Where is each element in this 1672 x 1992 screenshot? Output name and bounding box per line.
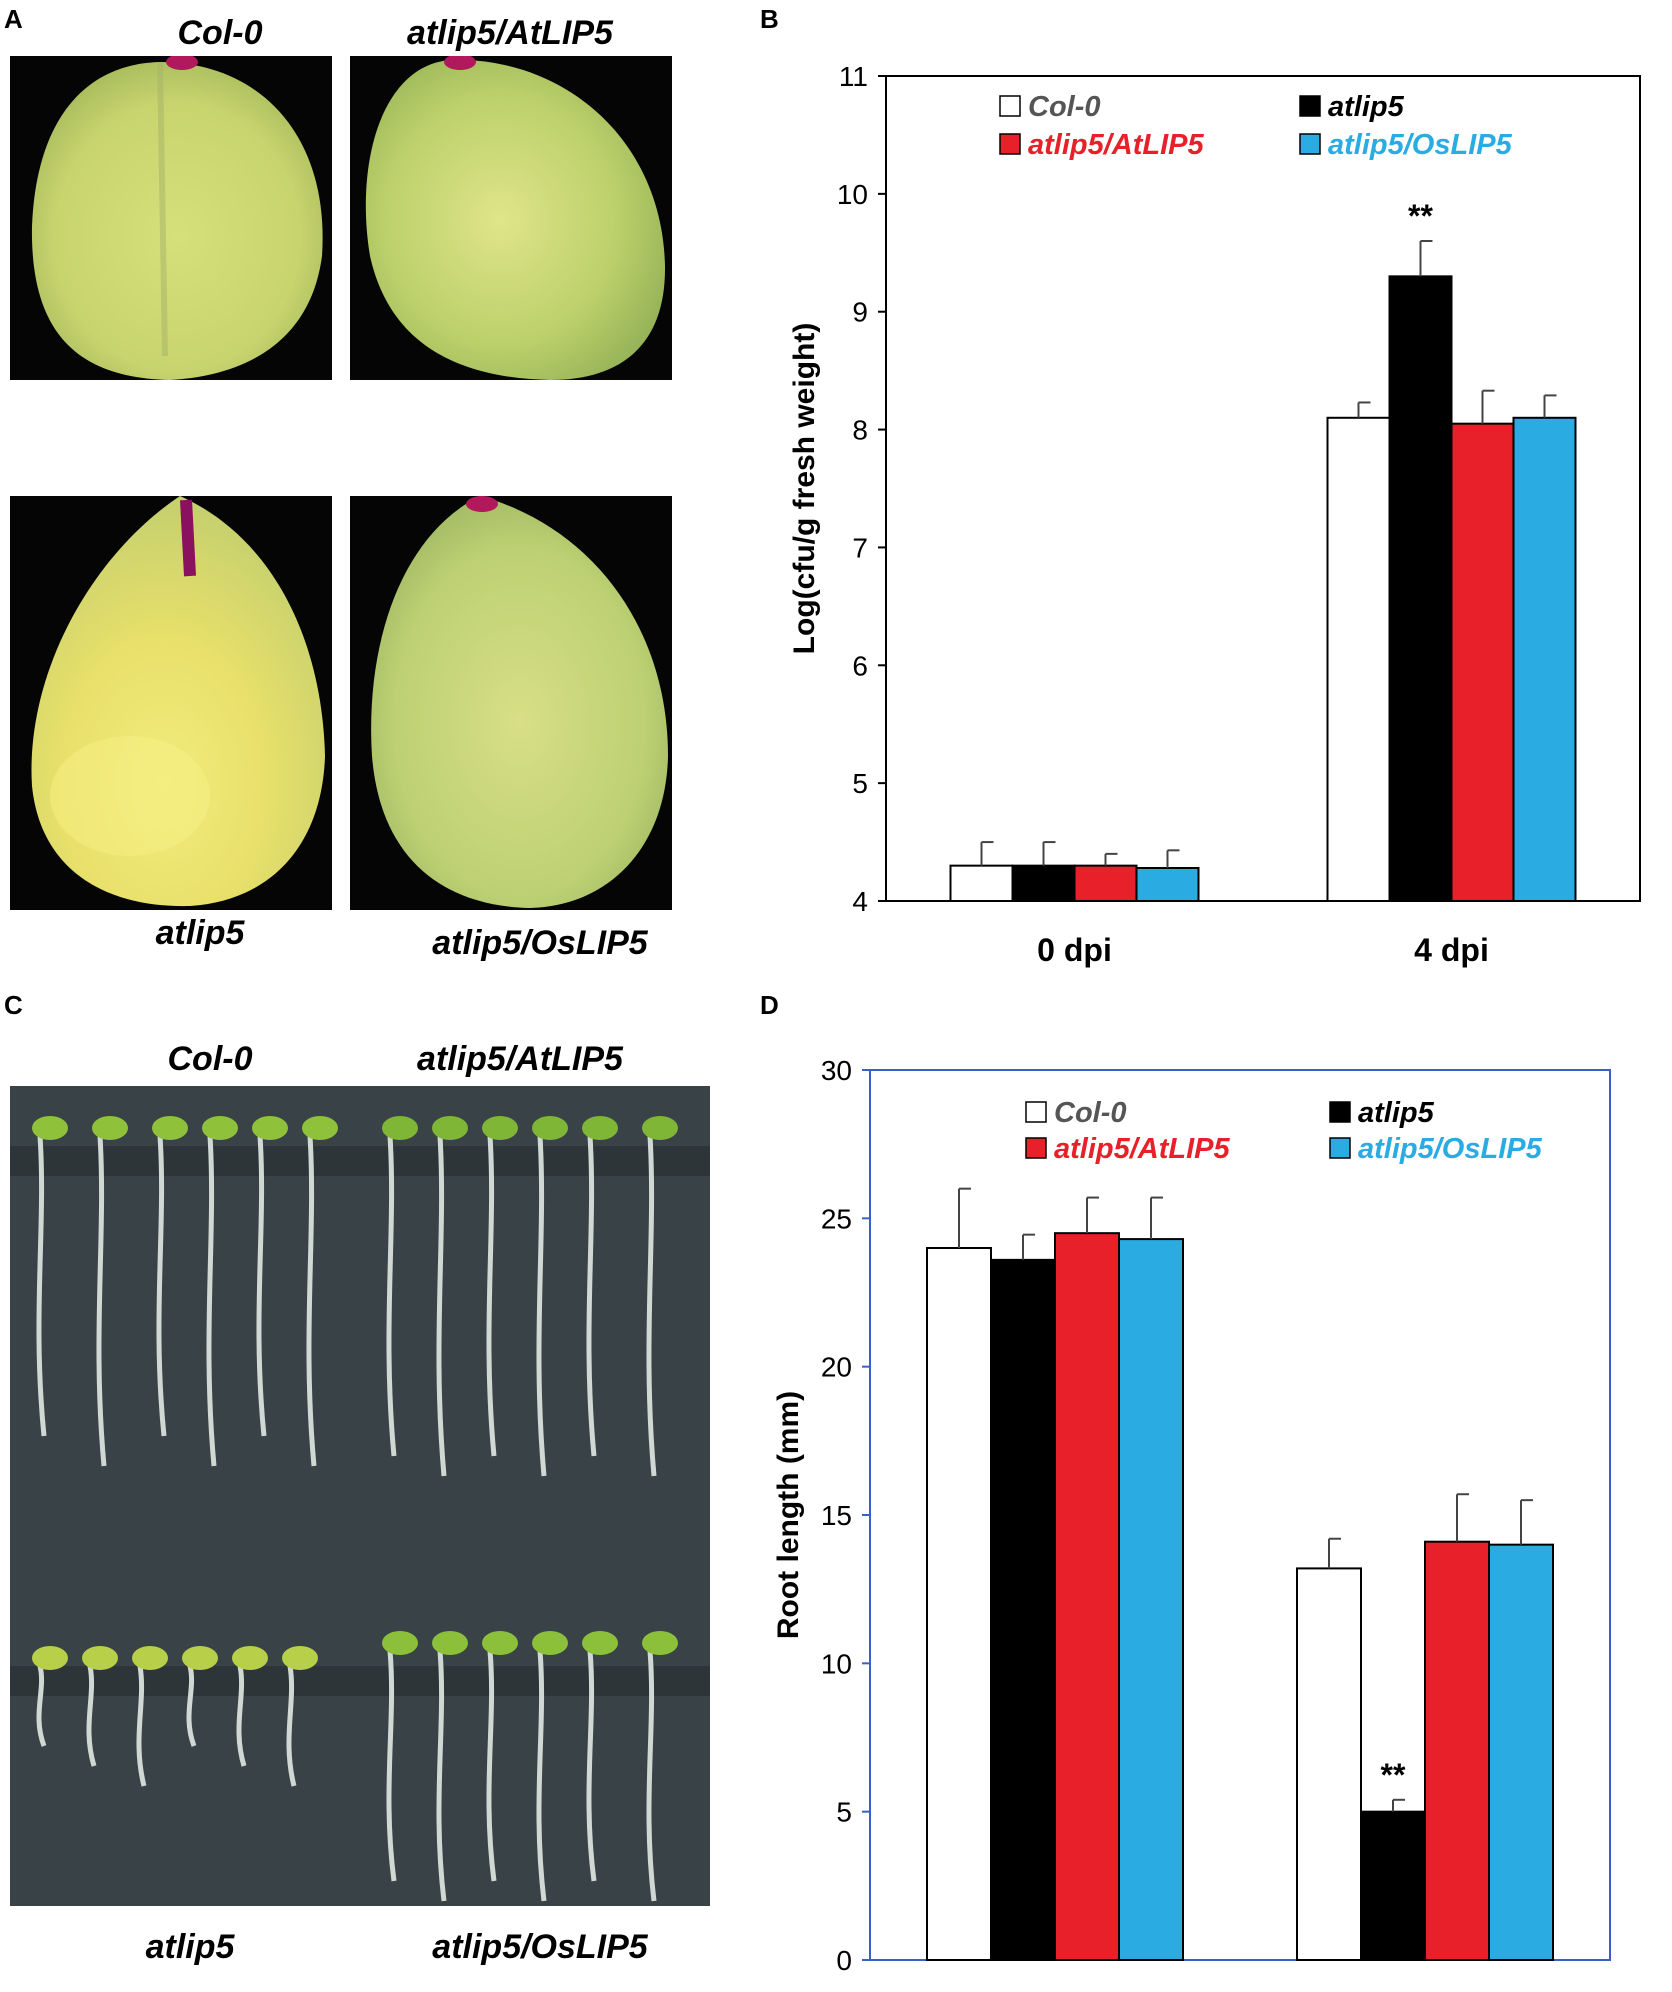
legend-swatch [1025, 1101, 1047, 1123]
y-tick-label: 8 [852, 415, 868, 446]
bar [1450, 422, 1515, 902]
bar [1388, 275, 1453, 903]
legend-swatch [1299, 133, 1321, 155]
x-category-label: 4 dpi [1414, 932, 1489, 968]
bar [926, 1247, 992, 1961]
panel-letter-a: A [4, 4, 23, 34]
legend-label: atlip5/OsLIP5 [1328, 129, 1513, 161]
legend-label: Col-0 [1054, 1097, 1127, 1129]
chart-b: 4 5 6 7 8 9 10 11 Log(cfu/g fresh weight) 0 dpi **… [788, 61, 1641, 968]
y-tick-label: 0 [836, 1945, 852, 1976]
legend-swatch [999, 95, 1021, 117]
y-tick-label: 20 [821, 1352, 852, 1383]
bar [1073, 864, 1138, 903]
label-c-atlip5: atlip5 [145, 1928, 235, 1966]
bar [1054, 1232, 1120, 1961]
chart-d: 0 5 10 15 20 25 30 Root length (mm) 0 mM NaCl ** 1… [772, 1055, 1611, 1990]
leaf-photo-col0 [10, 56, 332, 380]
legend-swatch [999, 133, 1021, 155]
bar [1118, 1238, 1184, 1962]
seedling-plate-photo [10, 1086, 710, 1906]
legend-label: atlip5 [1358, 1097, 1435, 1129]
leaf-photo-atlip5-atlip5 [350, 56, 672, 380]
legend-swatch [1025, 1137, 1047, 1159]
bar [1296, 1567, 1362, 1962]
y-tick-label: 5 [852, 768, 868, 799]
bar [1360, 1810, 1426, 1962]
y-tick-label: 9 [852, 297, 868, 328]
y-tick-label: 10 [837, 179, 868, 210]
bar [949, 864, 1014, 903]
legend-swatch [1329, 1137, 1351, 1159]
y-tick-label: 5 [836, 1797, 852, 1828]
bar [990, 1258, 1056, 1962]
leaf-photo-atlip5 [10, 496, 332, 910]
label-c-atlip5-oslip5: atlip5/OsLIP5 [432, 1928, 648, 1966]
legend-label: Col-0 [1028, 91, 1101, 123]
y-tick-label: 7 [852, 532, 868, 563]
plot-frame [885, 75, 1641, 902]
bar [1135, 867, 1200, 902]
label-c-col0: Col-0 [167, 1040, 253, 1078]
significance-label: ** [1381, 1757, 1406, 1793]
y-tick-label: 30 [821, 1055, 852, 1086]
panel-letter-b: B [760, 4, 779, 34]
x-category-label: 0 dpi [1037, 932, 1112, 968]
label-a-atlip5-oslip5: atlip5/OsLIP5 [432, 924, 648, 962]
label-a-atlip5-atlip5: atlip5/AtLIP5 [407, 14, 613, 52]
legend-swatch [1299, 95, 1321, 117]
label-a-col0: Col-0 [177, 14, 263, 52]
legend-label: atlip5 [1328, 91, 1405, 123]
y-axis-label: Log(cfu/g fresh weight) [788, 323, 821, 655]
y-tick-label: 4 [852, 886, 868, 917]
legend-label: atlip5/AtLIP5 [1054, 1133, 1231, 1165]
panel-letter-c: C [4, 990, 23, 1020]
bar [1424, 1540, 1490, 1961]
y-tick-label: 15 [821, 1500, 852, 1531]
legend-label: atlip5/OsLIP5 [1358, 1133, 1543, 1165]
y-tick-label: 11 [839, 61, 868, 92]
y-axis-label: Root length (mm) [772, 1391, 805, 1639]
legend-swatch [1329, 1101, 1351, 1123]
label-c-atlip5-atlip5: atlip5/AtLIP5 [417, 1040, 623, 1078]
leaf-photo-atlip5-oslip5 [350, 496, 672, 910]
bar [1326, 416, 1391, 902]
significance-label: ** [1408, 198, 1433, 234]
label-a-atlip5: atlip5 [155, 914, 245, 952]
legend-label: atlip5/AtLIP5 [1028, 129, 1205, 161]
bar [1512, 416, 1577, 902]
y-tick-label: 6 [852, 650, 868, 681]
y-tick-label: 10 [821, 1648, 852, 1679]
panel-letter-d: D [760, 990, 779, 1020]
bar [1488, 1543, 1554, 1962]
x-category-label: 150 mM NaCl [1327, 1989, 1523, 1990]
bar [1011, 864, 1076, 903]
x-category-label: 0 mM NaCl [975, 1989, 1135, 1990]
y-tick-label: 25 [821, 1203, 852, 1234]
